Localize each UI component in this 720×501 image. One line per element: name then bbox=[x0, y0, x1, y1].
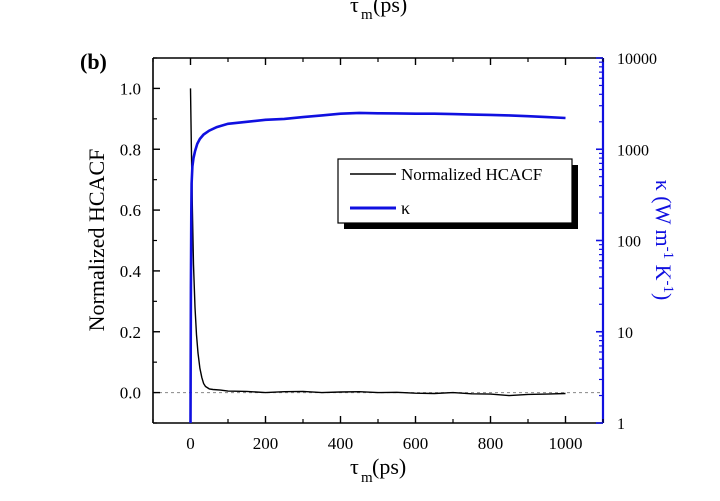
y-left-axis-label: Normalized HCACF bbox=[84, 149, 109, 332]
y-right-tick-label: 100 bbox=[617, 234, 641, 251]
y-left-tick-label: 1.0 bbox=[120, 79, 141, 98]
y-left-tick-label: 0.2 bbox=[120, 323, 141, 342]
x-tick-label: 0 bbox=[186, 434, 195, 453]
legend-label-kappa: κ bbox=[401, 198, 410, 218]
y-right-axis-label-text: κ (W m-1 K-1) bbox=[651, 180, 676, 301]
legend-label-hcacf: Normalized HCACF bbox=[401, 165, 542, 184]
series-line-hcacf bbox=[189, 88, 566, 397]
y-right-tick-label: 1000 bbox=[617, 142, 649, 159]
y-right-axis-ticks: 1 10 100 1000 10000 bbox=[596, 51, 657, 433]
x-axis-label-sub: m bbox=[361, 470, 373, 486]
x-axis-ticks: 0 200 400 600 800 1000 bbox=[152, 58, 604, 453]
y-left-axis-ticks: 0.0 0.2 0.4 0.6 0.8 1.0 bbox=[120, 57, 160, 424]
panel-label: (b) bbox=[80, 49, 107, 74]
top-cutoff-unit: (ps) bbox=[373, 0, 407, 17]
x-tick-label: 400 bbox=[328, 434, 354, 453]
y-left-tick-label: 0.8 bbox=[120, 140, 141, 159]
x-axis-label-unit: (ps) bbox=[372, 454, 406, 479]
y-left-tick-label: 0.6 bbox=[120, 201, 141, 220]
y-right-axis-label: κ (W m-1 K-1) bbox=[651, 180, 676, 301]
y-right-tick-label: 10000 bbox=[617, 51, 657, 68]
series-line-kappa bbox=[189, 111, 566, 424]
y-right-tick-label: 10 bbox=[617, 325, 633, 342]
top-cutoff-sub: m bbox=[361, 7, 373, 23]
y-left-tick-label: 0.4 bbox=[120, 262, 142, 281]
y-right-tick-label: 1 bbox=[617, 416, 625, 433]
y-left-tick-label: 0.0 bbox=[120, 384, 141, 403]
x-axis-label-tau: τ bbox=[350, 454, 359, 479]
legend-box bbox=[337, 158, 573, 224]
legend: Normalized HCACF κ bbox=[337, 158, 578, 229]
top-cutoff-tau: τ bbox=[350, 0, 359, 17]
x-tick-label: 600 bbox=[403, 434, 429, 453]
top-cutoff-xlabel: τ m (ps) bbox=[350, 0, 407, 23]
x-axis-label: τ m (ps) bbox=[350, 454, 406, 486]
x-tick-label: 200 bbox=[253, 434, 279, 453]
x-tick-label: 1000 bbox=[549, 434, 583, 453]
x-tick-label: 800 bbox=[478, 434, 504, 453]
